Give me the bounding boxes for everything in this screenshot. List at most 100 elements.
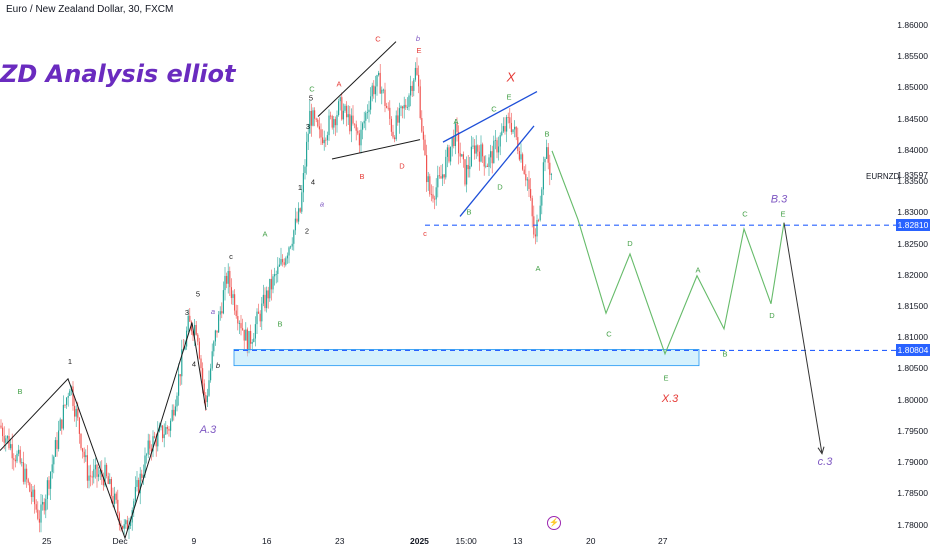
- candle-body: [211, 351, 213, 369]
- wave-label: A: [453, 117, 458, 126]
- candle-body: [338, 101, 340, 115]
- candle-body: [56, 440, 58, 449]
- candle-body: [160, 425, 162, 428]
- candle-body: [395, 115, 397, 140]
- wave-label: A: [262, 229, 267, 238]
- candle-body: [62, 404, 64, 429]
- candle-body: [298, 208, 300, 222]
- candle-body: [48, 480, 50, 489]
- candle-body: [366, 112, 368, 113]
- candle-body: [390, 118, 392, 132]
- candle-body: [280, 259, 282, 265]
- candle-body: [53, 456, 55, 465]
- candle-body: [133, 501, 135, 510]
- candle-body: [248, 330, 250, 354]
- candle-body: [18, 449, 20, 454]
- candle-body: [126, 520, 128, 530]
- wave-label: 5: [196, 289, 200, 298]
- wave-label: b: [416, 34, 420, 43]
- candle-body: [42, 501, 44, 505]
- candle-body: [530, 189, 532, 199]
- candle-body: [176, 395, 178, 407]
- candle-body: [134, 486, 136, 502]
- candle-body: [83, 451, 85, 458]
- x-tick-label: 20: [586, 536, 596, 546]
- candle-body: [539, 205, 541, 221]
- candle-body: [238, 323, 240, 324]
- candle-body: [288, 247, 290, 256]
- candle-body: [517, 137, 519, 151]
- candle-body: [379, 72, 381, 94]
- y-tick-label: 1.82000: [897, 269, 928, 280]
- candle-body: [402, 106, 404, 109]
- candle-body: [141, 473, 143, 478]
- candle-body: [96, 464, 98, 477]
- candle-body: [523, 169, 525, 175]
- candle-body: [342, 110, 344, 120]
- candle-body: [221, 311, 223, 314]
- candle-body: [461, 154, 463, 157]
- candle-body: [269, 278, 271, 299]
- candle-body: [163, 434, 165, 439]
- candle-body: [328, 115, 330, 136]
- candle-body: [152, 436, 154, 452]
- wave-label: A: [336, 80, 341, 89]
- candle-body: [85, 455, 87, 458]
- candle-body: [453, 137, 455, 147]
- candle-body: [451, 137, 453, 147]
- wave-label: C: [309, 85, 315, 94]
- candle-body: [136, 480, 138, 487]
- candle-body: [392, 131, 394, 138]
- wave-label: a: [320, 199, 324, 208]
- candle-body: [258, 311, 260, 314]
- candle-body: [515, 126, 517, 138]
- candle-body: [50, 472, 52, 489]
- candle-body: [181, 349, 183, 377]
- candle-body: [541, 189, 543, 206]
- candle-body: [494, 140, 496, 142]
- candle-body: [416, 67, 418, 75]
- wave-line: [442, 90, 538, 143]
- candle-body: [301, 192, 303, 212]
- candle-body: [35, 504, 37, 510]
- candle-body: [240, 323, 242, 329]
- candle-body: [174, 406, 176, 416]
- candle-body: [32, 489, 34, 498]
- candle-body: [370, 96, 372, 110]
- candle-body: [442, 174, 444, 179]
- y-tick-label: 1.83500: [897, 176, 928, 187]
- wave-label: E: [416, 46, 421, 55]
- symbol-title: Euro / New Zealand Dollar, 30, FXCM: [6, 4, 174, 15]
- candle-body: [400, 106, 402, 109]
- wave-label: A: [535, 264, 540, 273]
- candle-body: [93, 469, 95, 478]
- candle-body: [331, 116, 333, 128]
- wave-label: 5: [309, 93, 313, 102]
- candle-body: [408, 95, 410, 107]
- candle-body: [317, 119, 319, 127]
- candle-body: [251, 342, 253, 344]
- candle-body: [490, 151, 492, 158]
- candle-body: [448, 147, 450, 162]
- candle-body: [522, 154, 524, 170]
- candle-body: [440, 176, 442, 179]
- candle-body: [147, 440, 149, 455]
- candle-body: [291, 243, 293, 247]
- candle-body: [493, 140, 495, 164]
- candle-body: [405, 104, 407, 108]
- candle-body: [429, 176, 431, 195]
- x-tick-label: 27: [658, 536, 668, 546]
- candle-body: [29, 482, 31, 492]
- bolt-icon[interactable]: ⚡: [547, 516, 561, 530]
- candle-body: [384, 89, 386, 106]
- candle-body: [261, 303, 263, 322]
- candle-body: [242, 328, 244, 330]
- candle-body: [475, 145, 477, 154]
- wave-label: 3: [185, 308, 189, 317]
- candle-body: [253, 338, 255, 343]
- wave-line: [459, 125, 535, 217]
- wave-label: 2: [305, 226, 309, 235]
- wave-labels: B1354abcA.3AB214a35CABCDbEcABCDEXABCDEX.…: [17, 34, 833, 468]
- candle-body: [2, 427, 4, 437]
